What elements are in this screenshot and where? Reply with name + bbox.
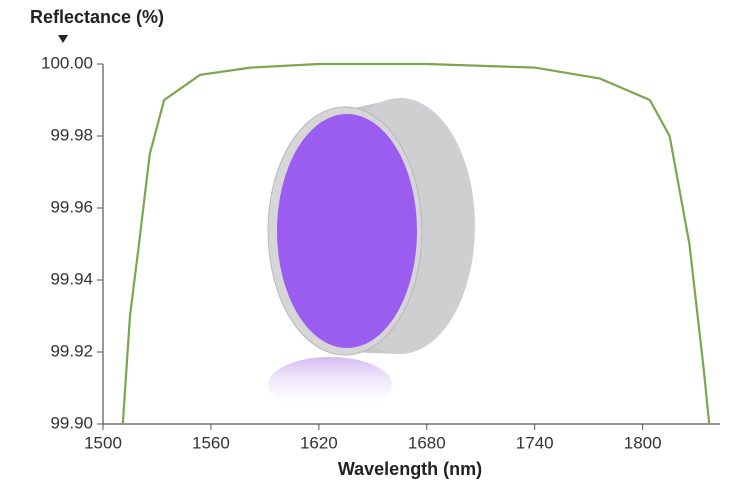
mirror-reflection bbox=[268, 357, 392, 413]
y-tick-label: 99.98 bbox=[50, 125, 93, 144]
y-tick-label: 99.94 bbox=[50, 269, 93, 288]
data-line bbox=[121, 62, 711, 425]
x-axis-label: Wavelength (nm) bbox=[338, 459, 482, 479]
x-tick-label: 1620 bbox=[300, 433, 338, 452]
x-tick-label: 1680 bbox=[408, 433, 446, 452]
x-tick-label: 1560 bbox=[192, 433, 230, 452]
x-tick-label: 1500 bbox=[84, 433, 122, 452]
y-tick-label: 100.00 bbox=[41, 53, 93, 72]
y-tick-label: 99.90 bbox=[50, 413, 93, 432]
y-tick-label: 99.96 bbox=[50, 197, 93, 216]
mirror-illustration bbox=[267, 98, 475, 413]
axis-arrow bbox=[58, 35, 68, 43]
x-tick-label: 1800 bbox=[624, 433, 662, 452]
mirror-face bbox=[277, 114, 417, 348]
y-tick-label: 99.92 bbox=[50, 341, 93, 360]
y-axis-label: Reflectance (%) bbox=[30, 7, 164, 27]
x-tick-label: 1740 bbox=[516, 433, 554, 452]
